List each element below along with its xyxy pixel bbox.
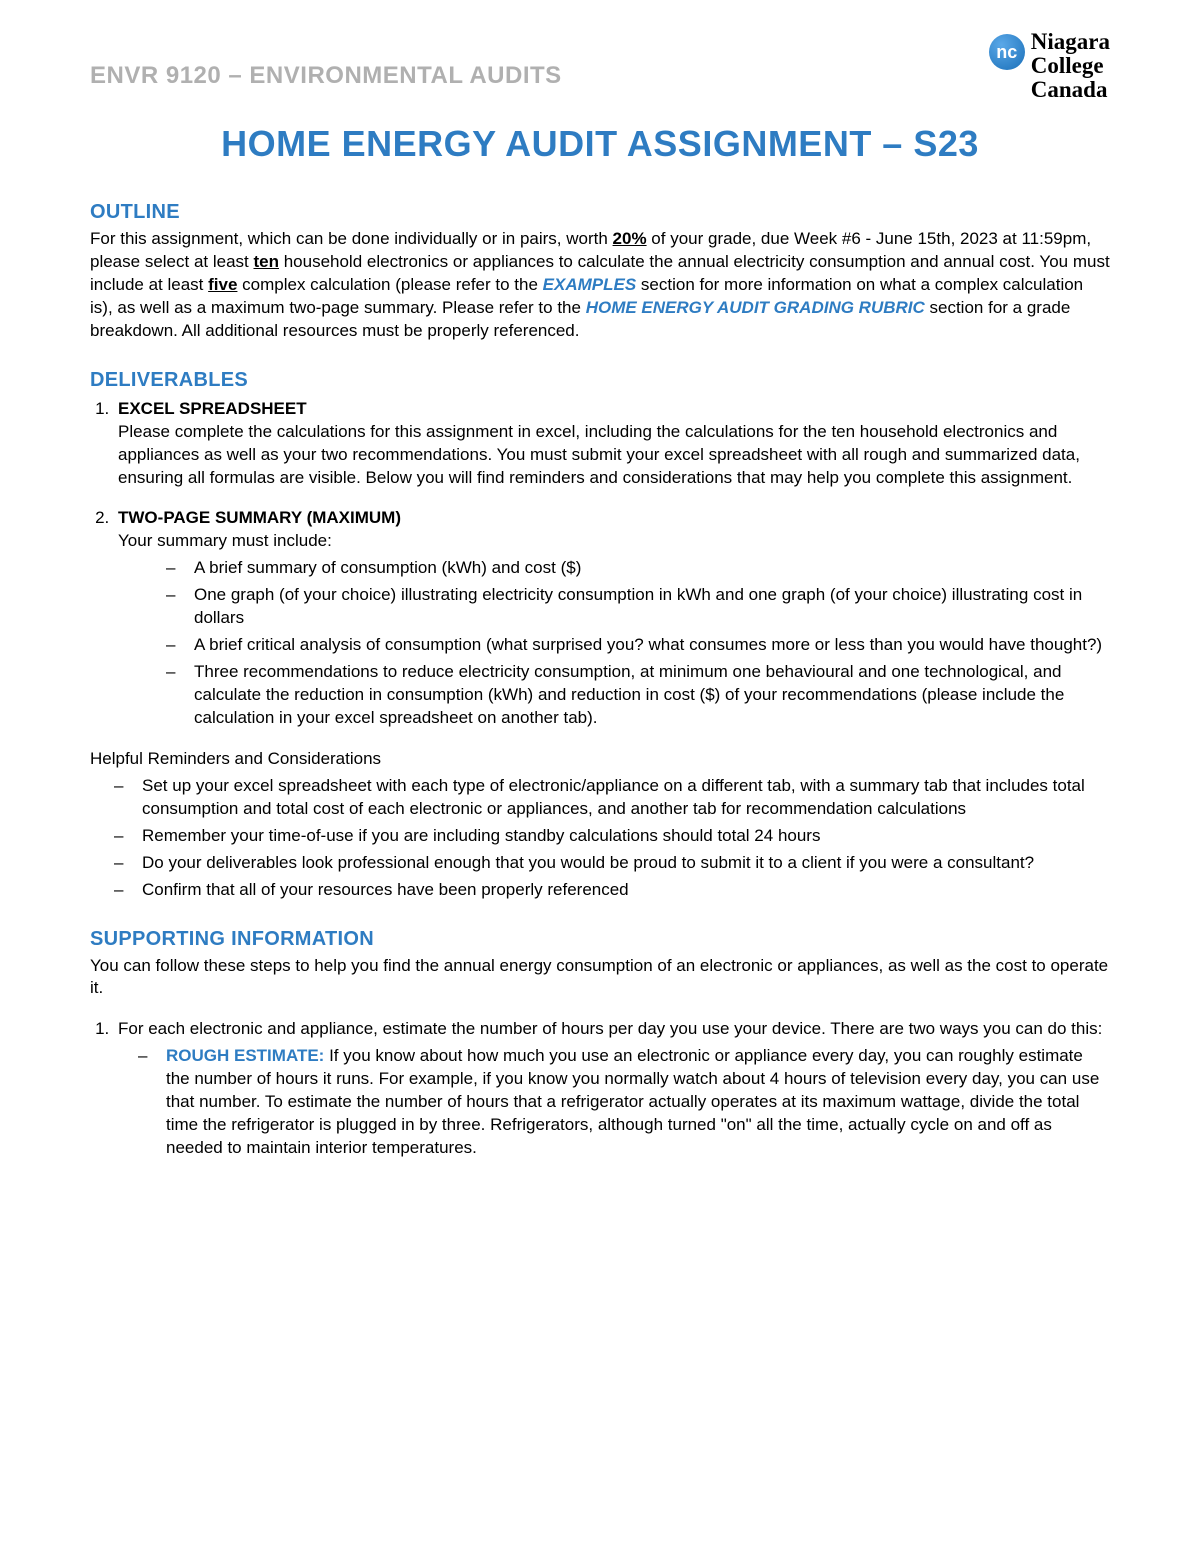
deliverable-title: TWO-PAGE SUMMARY (MAXIMUM) <box>118 507 1110 530</box>
rubric-link: HOME ENERGY AUDIT GRADING RUBRIC <box>586 298 925 317</box>
outline-paragraph: For this assignment, which can be done i… <box>90 228 1110 343</box>
text: complex calculation (please refer to the <box>237 275 542 294</box>
section-heading-deliverables: DELIVERABLES <box>90 367 1110 394</box>
logo-line: Niagara <box>1031 30 1110 54</box>
supporting-steps: For each electronic and appliance, estim… <box>90 1018 1110 1160</box>
rough-estimate-label: ROUGH ESTIMATE: <box>166 1046 324 1065</box>
logo-line: Canada <box>1031 78 1110 102</box>
bullet-item: ROUGH ESTIMATE: If you know about how mu… <box>138 1045 1110 1160</box>
reminders-heading: Helpful Reminders and Considerations <box>90 748 1110 771</box>
college-logo: nc Niagara College Canada <box>989 30 1110 102</box>
examples-link: EXAMPLES <box>543 275 637 294</box>
section-heading-supporting: SUPPORTING INFORMATION <box>90 926 1110 953</box>
supporting-intro: You can follow these steps to help you f… <box>90 955 1110 1001</box>
supporting-step: For each electronic and appliance, estim… <box>114 1018 1110 1160</box>
count-ten: ten <box>253 252 279 271</box>
bullet-item: Three recommendations to reduce electric… <box>166 661 1110 730</box>
bullet-item: A brief summary of consumption (kWh) and… <box>166 557 1110 580</box>
bullet-item: Do your deliverables look professional e… <box>114 852 1110 875</box>
deliverable-item: TWO-PAGE SUMMARY (MAXIMUM) Your summary … <box>114 507 1110 729</box>
logo-line: College <box>1031 54 1110 78</box>
bullet-item: One graph (of your choice) illustrating … <box>166 584 1110 630</box>
step-options: ROUGH ESTIMATE: If you know about how mu… <box>118 1045 1110 1160</box>
step-intro: For each electronic and appliance, estim… <box>118 1018 1110 1041</box>
text: For this assignment, which can be done i… <box>90 229 613 248</box>
section-heading-outline: OUTLINE <box>90 199 1110 226</box>
bullet-item: Remember your time-of-use if you are inc… <box>114 825 1110 848</box>
deliverable-body: Please complete the calculations for thi… <box>118 421 1110 490</box>
deliverable-title: EXCEL SPREADSHEET <box>118 398 1110 421</box>
course-code: ENVR 9120 – ENVIRONMENTAL AUDITS <box>90 60 562 92</box>
logo-text: Niagara College Canada <box>1031 30 1110 102</box>
deliverable-item: EXCEL SPREADSHEET Please complete the ca… <box>114 398 1110 490</box>
page-header: ENVR 9120 – ENVIRONMENTAL AUDITS nc Niag… <box>90 30 1110 102</box>
deliverable-intro: Your summary must include: <box>118 530 1110 553</box>
count-five: five <box>208 275 237 294</box>
summary-bullets: A brief summary of consumption (kWh) and… <box>118 557 1110 730</box>
bullet-item: Set up your excel spreadsheet with each … <box>114 775 1110 821</box>
bullet-item: A brief critical analysis of consumption… <box>166 634 1110 657</box>
grade-weight: 20% <box>613 229 647 248</box>
reminders-list: Set up your excel spreadsheet with each … <box>90 775 1110 902</box>
deliverables-list: EXCEL SPREADSHEET Please complete the ca… <box>90 398 1110 730</box>
page-title: HOME ENERGY AUDIT ASSIGNMENT – S23 <box>90 120 1110 169</box>
bullet-item: Confirm that all of your resources have … <box>114 879 1110 902</box>
logo-badge-icon: nc <box>989 34 1025 70</box>
